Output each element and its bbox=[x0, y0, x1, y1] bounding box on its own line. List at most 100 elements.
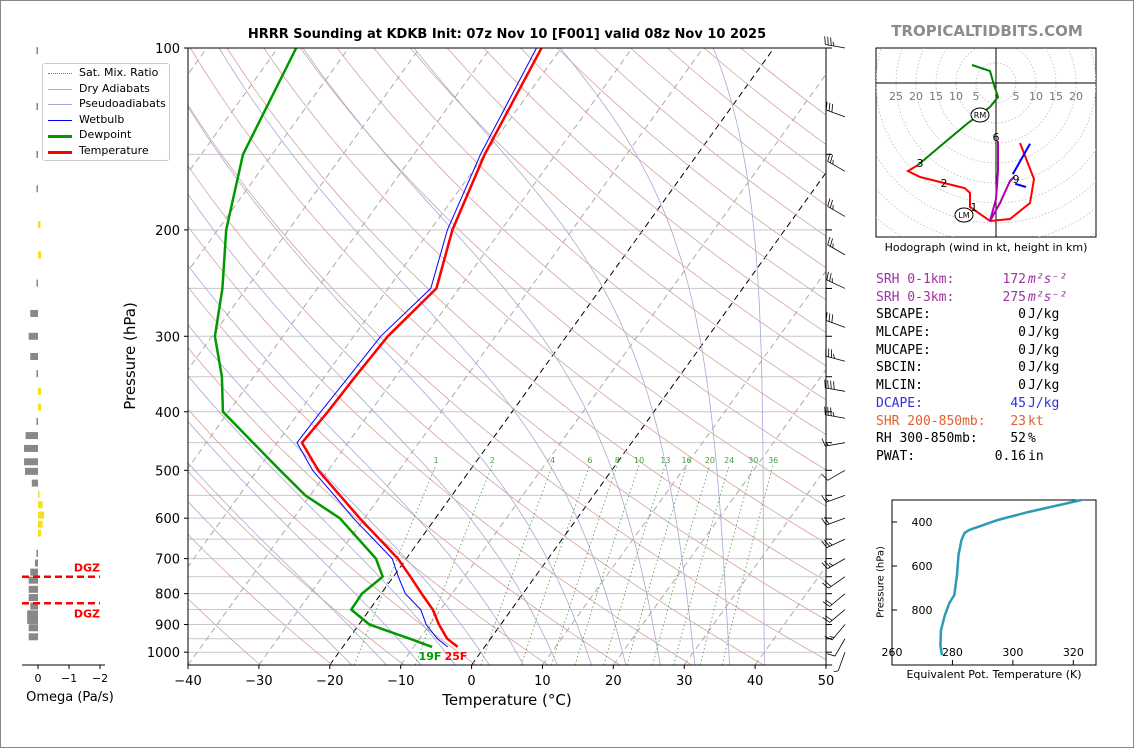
legend-label: Dewpoint bbox=[79, 128, 132, 141]
wind-barb bbox=[824, 379, 846, 392]
barb-staff bbox=[828, 576, 846, 589]
mixing-ratio-label: 16 bbox=[681, 456, 691, 465]
hodograph-height-label: 1 bbox=[971, 201, 978, 214]
skewt-plot-frame bbox=[187, 47, 827, 666]
mixing-ratio-line bbox=[652, 464, 711, 665]
stat-value: 275 bbox=[1002, 289, 1026, 305]
barb-flag bbox=[828, 313, 831, 322]
dry-adiabat-line bbox=[483, 48, 826, 334]
wind-barb bbox=[826, 271, 846, 289]
stat-label: RH 300-850mb: bbox=[876, 431, 978, 447]
isotherm-line bbox=[188, 48, 420, 371]
omega-bar bbox=[24, 444, 38, 452]
omega-bar bbox=[36, 185, 38, 193]
legend-item: Wetbulb bbox=[43, 113, 169, 129]
theta-e-x-tick-label: 260 bbox=[882, 646, 903, 659]
stat-unit: kt bbox=[1028, 413, 1044, 429]
mixing-ratio-label: 13 bbox=[660, 456, 670, 465]
barb-flag bbox=[828, 102, 831, 112]
wind-barb bbox=[821, 438, 846, 447]
barb-flag bbox=[831, 314, 834, 323]
omega-bar bbox=[30, 568, 38, 576]
wind-barb bbox=[822, 576, 846, 589]
hodograph-trace bbox=[989, 141, 1015, 222]
barb-flag bbox=[824, 539, 830, 547]
dry-adiabat-line bbox=[336, 48, 826, 471]
barb-flag bbox=[832, 411, 835, 417]
theta-e-frame bbox=[891, 499, 1097, 666]
stat-row: SBCIN: 0 J/kg bbox=[876, 360, 1096, 378]
theta-e-y-tick-label: 600 bbox=[912, 560, 933, 573]
barb-flag bbox=[825, 599, 833, 605]
storm-motion-marker bbox=[954, 207, 974, 223]
barb-flag bbox=[830, 37, 832, 46]
hodograph-height-label: 3 bbox=[917, 157, 924, 170]
omega-bar bbox=[36, 417, 38, 425]
stat-label: MLCIN: bbox=[876, 378, 923, 394]
stat-label: PWAT: bbox=[876, 448, 916, 464]
surface-temperature-label: 25F bbox=[445, 650, 468, 663]
theta-e-x-tick-label: 280 bbox=[942, 646, 963, 659]
dry-adiabat-line bbox=[188, 470, 405, 665]
dry-adiabat-line bbox=[446, 48, 826, 367]
stat-label: MUCAPE: bbox=[876, 342, 931, 358]
omega-bar bbox=[28, 633, 38, 641]
wind-barb bbox=[821, 516, 846, 526]
wind-barbs bbox=[821, 36, 846, 672]
barb-flag bbox=[821, 562, 828, 569]
barb-flag bbox=[833, 381, 835, 390]
barb-flag bbox=[829, 199, 833, 209]
barb-staff bbox=[829, 609, 846, 623]
hodograph-height-label: 6 bbox=[993, 131, 1000, 144]
omega-bar bbox=[36, 370, 38, 378]
stat-value: 52 bbox=[1010, 431, 1026, 447]
stat-unit: J/kg bbox=[1028, 342, 1060, 358]
legend-swatch bbox=[48, 135, 72, 138]
legend-swatch bbox=[48, 150, 72, 154]
x-tick-label: −40 bbox=[174, 674, 201, 689]
barb-flag bbox=[828, 562, 834, 566]
omega-bar bbox=[28, 585, 38, 593]
wind-barb bbox=[822, 593, 846, 607]
mixing-ratio-label: 20 bbox=[705, 456, 715, 465]
barb-staff bbox=[826, 109, 846, 118]
barb-flag bbox=[831, 103, 834, 113]
dry-adiabat-line bbox=[188, 165, 764, 665]
stat-row: RH 300-850mb: 52% bbox=[876, 431, 1096, 449]
stat-row: SBCAPE: 0 J/kg bbox=[876, 307, 1096, 325]
omega-x-tick-label: −2 bbox=[92, 672, 108, 685]
hodograph-panel: 25 20 15 10 5 5 10 15 20 1 2 3 6 9 RM LM bbox=[875, 47, 1097, 238]
omega-bar bbox=[38, 387, 42, 395]
barb-flag bbox=[829, 636, 835, 638]
isotherm-line bbox=[188, 48, 279, 174]
stat-unit: m²s⁻² bbox=[1028, 272, 1068, 287]
stat-unit: J/kg bbox=[1028, 325, 1060, 341]
barb-staff bbox=[837, 652, 846, 672]
isotherm-line bbox=[258, 48, 704, 665]
omega-bar bbox=[31, 479, 38, 487]
barb-flag bbox=[829, 238, 833, 247]
hodograph-ring-label: 20 bbox=[1069, 90, 1083, 103]
pseudoadiabat-line bbox=[188, 106, 592, 665]
wind-barb bbox=[821, 558, 846, 569]
barb-flag bbox=[821, 517, 827, 526]
stat-row: PWAT: 0.16 in bbox=[876, 449, 1096, 467]
theta-e-y-tick-label: 400 bbox=[912, 516, 933, 529]
mixing-ratio-label: 8 bbox=[615, 456, 620, 465]
hodograph-rings bbox=[876, 48, 1096, 237]
dry-adiabat-line bbox=[188, 347, 549, 665]
x-tick-label: 20 bbox=[605, 674, 622, 689]
stat-label: MLCAPE: bbox=[876, 325, 931, 341]
barb-flag bbox=[825, 441, 829, 446]
barb-staff bbox=[826, 494, 846, 503]
barb-flag bbox=[824, 560, 831, 568]
dry-adiabat-line bbox=[188, 225, 693, 665]
mixing-ratio-line bbox=[603, 464, 666, 665]
omega-bar bbox=[38, 529, 42, 537]
y-tick-label: 900 bbox=[155, 619, 180, 634]
pseudoadiabat-line bbox=[188, 264, 524, 665]
omega-bar bbox=[27, 610, 38, 618]
wind-barb bbox=[822, 609, 846, 623]
barb-staff bbox=[826, 538, 846, 548]
omega-bar bbox=[36, 150, 38, 158]
